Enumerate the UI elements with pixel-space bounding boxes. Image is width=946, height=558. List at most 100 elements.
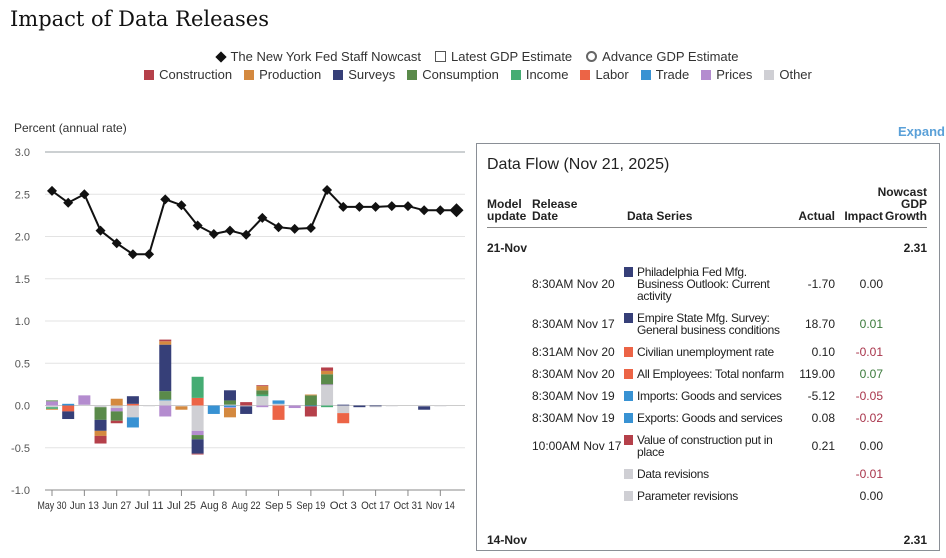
bar-segment-consumption[interactable] bbox=[304, 395, 317, 406]
data-series[interactable]: Philadelphia Fed Mfg. Business Outlook: … bbox=[624, 266, 796, 302]
bar-segment-other[interactable] bbox=[337, 405, 350, 414]
bar-segment-other[interactable] bbox=[94, 405, 107, 408]
bar-segment-other[interactable] bbox=[175, 405, 188, 407]
bar-segment-production[interactable] bbox=[159, 341, 172, 345]
legend-nowcast[interactable]: The New York Fed Staff Nowcast bbox=[215, 49, 421, 64]
nowcast-point[interactable] bbox=[79, 189, 90, 200]
bar-segment-production[interactable] bbox=[256, 386, 269, 391]
nowcast-point[interactable] bbox=[160, 194, 171, 205]
bar-segment-labor[interactable] bbox=[126, 403, 139, 406]
bar-segment-trade[interactable] bbox=[272, 400, 285, 404]
legend-labor[interactable]: Labor bbox=[580, 67, 629, 82]
bar-segment-trade[interactable] bbox=[223, 405, 236, 408]
bar-segment-consumption[interactable] bbox=[159, 391, 172, 400]
nowcast-point[interactable] bbox=[338, 201, 349, 212]
bar-segment-prices[interactable] bbox=[321, 384, 334, 386]
bar-segment-trade[interactable] bbox=[126, 417, 139, 428]
nowcast-point[interactable] bbox=[176, 200, 187, 211]
bar-segment-prices[interactable] bbox=[191, 430, 204, 436]
bar-segment-surveys[interactable] bbox=[126, 396, 139, 404]
bar-segment-consumption[interactable] bbox=[321, 374, 334, 385]
bar-segment-production[interactable] bbox=[94, 430, 107, 436]
bar-segment-construction[interactable] bbox=[110, 420, 123, 424]
bar-segment-construction[interactable] bbox=[240, 402, 253, 406]
legend-surveys[interactable]: Surveys bbox=[333, 67, 395, 82]
bar-segment-consumption[interactable] bbox=[223, 400, 236, 405]
bar-segment-production[interactable] bbox=[321, 370, 334, 375]
bar-segment-prices[interactable] bbox=[46, 401, 58, 406]
bar-segment-surveys[interactable] bbox=[94, 419, 107, 431]
bar-segment-other[interactable] bbox=[191, 405, 204, 431]
bar-segment-other[interactable] bbox=[159, 400, 172, 406]
data-series[interactable]: Parameter revisions bbox=[624, 490, 796, 502]
bar-segment-production[interactable] bbox=[304, 394, 317, 396]
data-series[interactable]: Civilian unemployment rate bbox=[624, 346, 796, 358]
bar-segment-production[interactable] bbox=[175, 406, 188, 410]
bar-segment-surveys[interactable] bbox=[240, 406, 253, 414]
bar-segment-prices[interactable] bbox=[159, 405, 172, 417]
bar-segment-prices[interactable] bbox=[256, 405, 269, 408]
bar-segment-income[interactable] bbox=[321, 405, 334, 408]
nowcast-point[interactable] bbox=[111, 238, 122, 249]
bar-segment-surveys[interactable] bbox=[62, 411, 75, 420]
bar-segment-surveys[interactable] bbox=[159, 344, 172, 392]
nowcast-point[interactable] bbox=[449, 203, 464, 218]
bar-segment-labor[interactable] bbox=[272, 405, 285, 420]
bar-segment-other[interactable] bbox=[321, 385, 334, 406]
data-series[interactable]: Data revisions bbox=[624, 468, 796, 480]
nowcast-point[interactable] bbox=[47, 185, 57, 196]
bar-segment-other[interactable] bbox=[385, 405, 398, 407]
nowcast-point[interactable] bbox=[127, 249, 138, 260]
nowcast-point[interactable] bbox=[322, 185, 333, 196]
nowcast-point[interactable] bbox=[419, 205, 430, 216]
expand-link[interactable]: Expand bbox=[898, 124, 945, 139]
bar-segment-surveys[interactable] bbox=[223, 390, 236, 401]
legend-latest-gdp[interactable]: Latest GDP Estimate bbox=[435, 49, 572, 64]
nowcast-point[interactable] bbox=[257, 212, 268, 223]
bar-segment-construction[interactable] bbox=[321, 367, 334, 371]
data-series[interactable]: Empire State Mfg. Survey: General busine… bbox=[624, 312, 796, 336]
bar-segment-consumption[interactable] bbox=[256, 390, 269, 395]
bar-segment-other[interactable] bbox=[240, 405, 253, 407]
bar-segment-labor[interactable] bbox=[191, 397, 204, 406]
bar-segment-other[interactable] bbox=[46, 405, 58, 408]
nowcast-point[interactable] bbox=[241, 229, 252, 240]
legend-trade[interactable]: Trade bbox=[640, 67, 689, 82]
bar-segment-construction[interactable] bbox=[304, 406, 317, 417]
legend-other[interactable]: Other bbox=[764, 67, 812, 82]
nowcast-point[interactable] bbox=[305, 223, 316, 234]
bar-segment-other[interactable] bbox=[256, 396, 269, 406]
legend-advance-gdp[interactable]: Advance GDP Estimate bbox=[586, 49, 739, 64]
bar-segment-other[interactable] bbox=[110, 405, 123, 409]
bar-segment-consumption[interactable] bbox=[191, 435, 204, 440]
legend-construction[interactable]: Construction bbox=[144, 67, 232, 82]
data-series[interactable]: Imports: Goods and services bbox=[624, 390, 796, 402]
legend-consumption[interactable]: Consumption bbox=[407, 67, 499, 82]
data-series[interactable]: All Employees: Total nonfarm bbox=[624, 368, 796, 380]
nowcast-point[interactable] bbox=[370, 201, 381, 212]
bar-segment-surveys[interactable] bbox=[353, 405, 366, 408]
bar-segment-income[interactable] bbox=[46, 407, 58, 409]
bar-segment-prices[interactable] bbox=[223, 407, 236, 409]
legend-production[interactable]: Production bbox=[244, 67, 321, 82]
bar-segment-construction[interactable] bbox=[159, 339, 172, 342]
bar-segment-construction[interactable] bbox=[94, 435, 107, 444]
bar-segment-construction[interactable] bbox=[256, 385, 269, 387]
bar-segment-production[interactable] bbox=[46, 408, 58, 410]
bar-segment-trade[interactable] bbox=[207, 405, 220, 414]
nowcast-point[interactable] bbox=[386, 201, 397, 212]
nowcast-point[interactable] bbox=[63, 197, 74, 208]
bar-segment-surveys[interactable] bbox=[191, 439, 204, 454]
bar-segment-trade[interactable] bbox=[159, 399, 172, 401]
legend-income[interactable]: Income bbox=[510, 67, 568, 82]
nowcast-point[interactable] bbox=[192, 220, 203, 231]
bar-segment-other[interactable] bbox=[223, 404, 236, 406]
data-series[interactable]: Exports: Goods and services bbox=[624, 412, 796, 424]
bar-segment-trade[interactable] bbox=[304, 405, 317, 407]
bar-segment-other[interactable] bbox=[78, 404, 91, 406]
bar-segment-labor[interactable] bbox=[337, 413, 350, 424]
bar-segment-production[interactable] bbox=[110, 398, 123, 406]
bar-segment-labor[interactable] bbox=[62, 405, 75, 412]
bar-segment-other[interactable] bbox=[418, 405, 431, 407]
nowcast-point[interactable] bbox=[435, 205, 446, 216]
